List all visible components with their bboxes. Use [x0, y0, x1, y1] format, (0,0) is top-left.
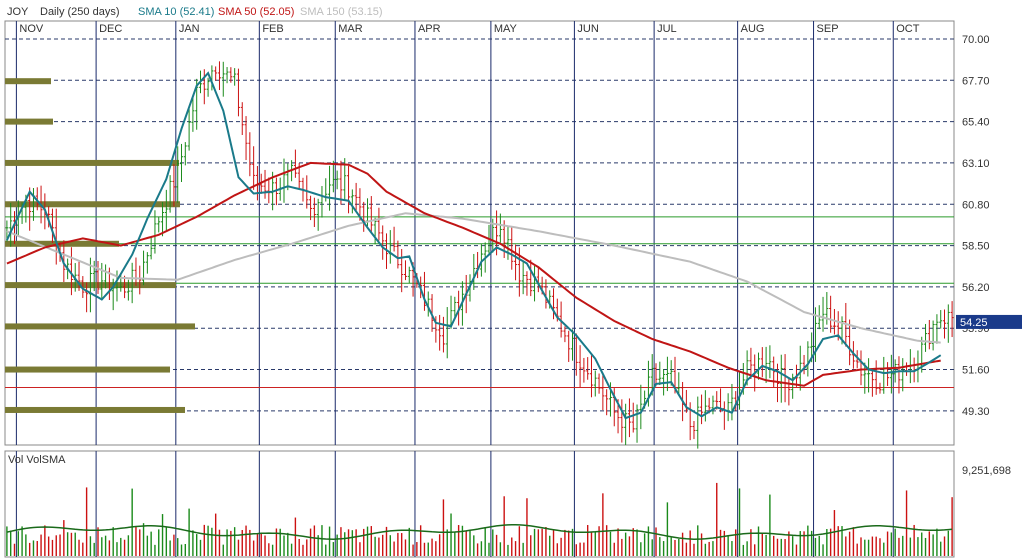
symbol-label: JOY [7, 6, 29, 18]
last-price-label: 54.25 [960, 317, 988, 329]
volume-sma-line [6, 523, 953, 540]
month-label: APR [418, 23, 441, 35]
period-label: Daily (250 days) [40, 6, 119, 18]
y-tick-label: 51.60 [962, 365, 990, 377]
sma150-legend: SMA 150 (53.15) [300, 6, 383, 18]
volume-profile-bar [5, 201, 180, 208]
price-panel-frame [4, 20, 955, 446]
sma10-line [5, 71, 942, 420]
y-tick-label: 70.00 [962, 34, 990, 46]
sma150-line [6, 212, 941, 344]
y-tick-label: 65.40 [962, 117, 990, 129]
y-tick-label: 49.30 [962, 406, 990, 418]
volume-panel-title: Vol VolSMA [8, 454, 66, 466]
volume-profile-bar [5, 118, 53, 125]
sma50-line [6, 161, 941, 387]
price-layer: 70.0067.7065.4063.1060.8058.5056.2053.90… [5, 21, 1022, 449]
last-price-badge [956, 314, 1022, 329]
month-label: OCT [896, 23, 920, 35]
header-bar [0, 0, 1024, 19]
y-tick-label: 56.20 [962, 282, 990, 294]
month-label: JUL [657, 23, 677, 35]
volume-profile-bar [5, 78, 51, 85]
y-tick-label: 58.50 [962, 241, 990, 253]
month-label: NOV [19, 23, 44, 35]
month-label: MAR [338, 23, 363, 35]
volume-profile-bar [5, 323, 195, 330]
volume-profile-bar [5, 406, 185, 413]
month-label: FEB [262, 23, 283, 35]
volume-panel-frame [4, 450, 955, 558]
month-label: DEC [99, 23, 122, 35]
volume-max-label: 9,251,698 [962, 465, 1011, 477]
volume-layer [6, 451, 953, 557]
volume-profile-bar [5, 366, 170, 373]
month-label: JAN [179, 23, 200, 35]
y-tick-label: 67.70 [962, 75, 990, 87]
month-label: AUG [741, 23, 765, 35]
sma50-legend: SMA 50 (52.05) [218, 6, 294, 18]
volume-profile-bar [5, 159, 179, 166]
y-tick-label: 63.10 [962, 158, 990, 170]
y-tick-label: 60.80 [962, 199, 990, 211]
month-label: MAY [494, 23, 518, 35]
month-label: JUN [577, 23, 598, 35]
sma10-legend: SMA 10 (52.41) [138, 6, 214, 18]
month-label: SEP [817, 23, 839, 35]
